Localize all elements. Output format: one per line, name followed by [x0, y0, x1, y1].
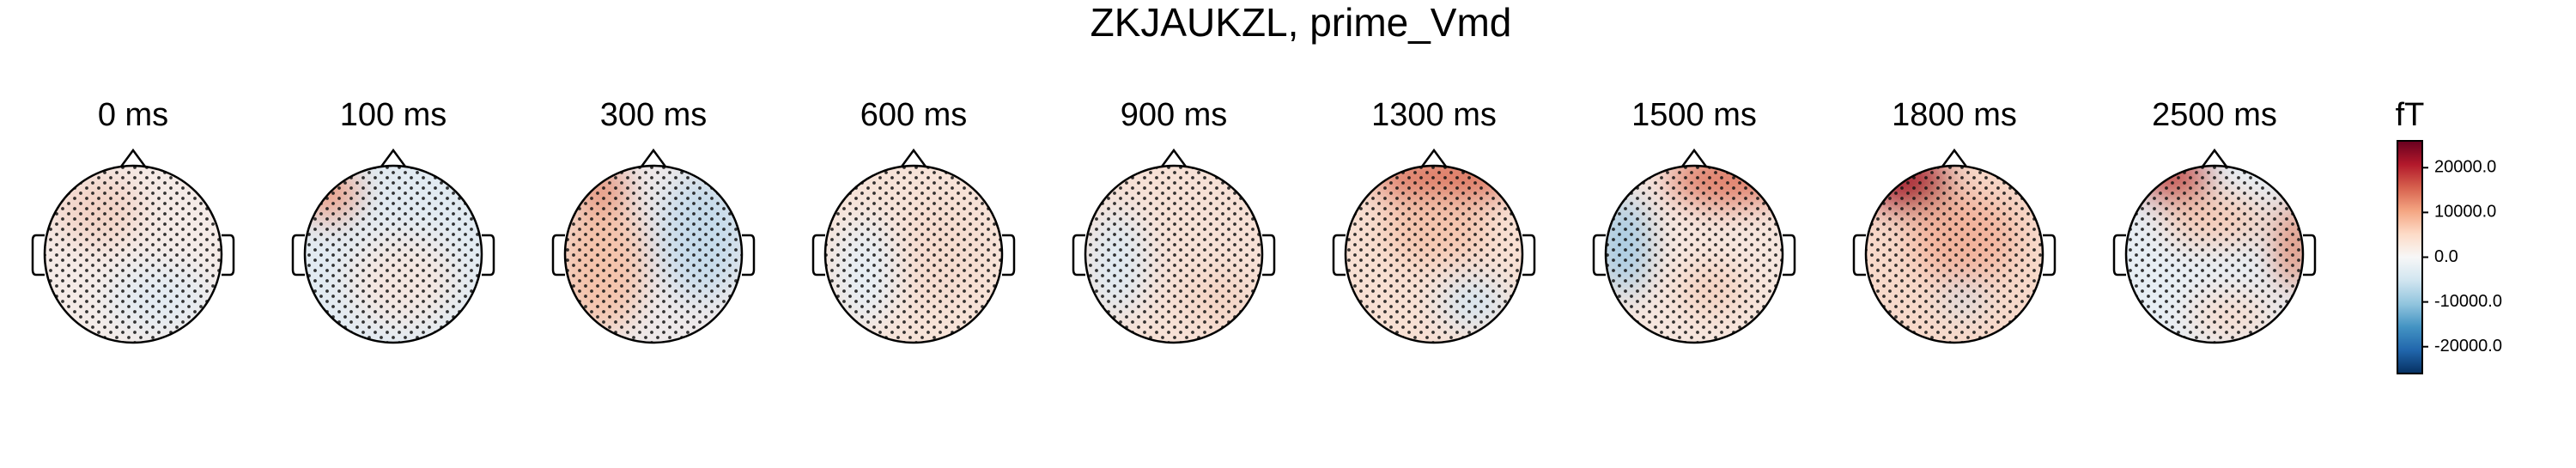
ear-right [222, 234, 235, 277]
nose [900, 148, 927, 167]
head [1084, 164, 1264, 344]
head [2124, 164, 2305, 344]
sensors [565, 166, 742, 343]
ear-left [1592, 234, 1606, 277]
head [1864, 164, 2044, 344]
nose [1941, 148, 1968, 167]
colorbar-tick-label: 0.0 [2434, 247, 2458, 266]
ear-right [1262, 234, 1276, 277]
ear-left [2112, 234, 2126, 277]
head [43, 164, 223, 344]
head [563, 164, 744, 344]
topomap [45, 166, 222, 343]
topomap [1085, 166, 1262, 343]
panel-title: 1500 ms [1631, 97, 1757, 133]
sensors [1085, 166, 1262, 343]
nose [640, 148, 667, 167]
topomap [565, 166, 742, 343]
ear-left [31, 234, 45, 277]
ear-right [1522, 234, 1536, 277]
sensors [1606, 166, 1783, 343]
colorbar-label: fT [2396, 97, 2425, 133]
colorbar-tick-label: -10000.0 [2434, 292, 2502, 311]
panel-title: 600 ms [860, 97, 968, 133]
ear-left [1852, 234, 1866, 277]
sensors [825, 166, 1002, 343]
ear-right [2043, 234, 2057, 277]
sensors [45, 166, 222, 343]
head [303, 164, 483, 344]
topomap [1346, 166, 1522, 343]
panel-title: 900 ms [1121, 97, 1228, 133]
topomap [1866, 166, 2043, 343]
nose [2201, 148, 2228, 167]
nose [380, 148, 407, 167]
ear-right [742, 234, 756, 277]
ear-left [811, 234, 825, 277]
topomap [1606, 166, 1783, 343]
colorbar [2397, 140, 2423, 374]
ear-right [1002, 234, 1016, 277]
colorbar-tick-label: 20000.0 [2434, 158, 2496, 177]
head [1344, 164, 1524, 344]
nose [119, 148, 147, 167]
figure-title: ZKJAUKZL, prime_Vmd [1091, 0, 1512, 45]
colorbar-tick-label: 10000.0 [2434, 203, 2496, 222]
ear-left [1072, 234, 1085, 277]
colorbar-tick-label: -20000.0 [2434, 337, 2502, 356]
ear-right [1783, 234, 1796, 277]
sensors [1866, 166, 2043, 343]
ear-left [1332, 234, 1346, 277]
topomap [825, 166, 1002, 343]
ear-right [482, 234, 495, 277]
panel-title: 100 ms [340, 97, 447, 133]
panel-title: 0 ms [98, 97, 168, 133]
nose [1680, 148, 1708, 167]
ear-right [2303, 234, 2317, 277]
panel-title: 300 ms [600, 97, 708, 133]
ear-left [551, 234, 565, 277]
panel-title: 2500 ms [2152, 97, 2277, 133]
head [1604, 164, 1784, 344]
nose [1420, 148, 1448, 167]
panel-title: 1300 ms [1371, 97, 1497, 133]
sensors [2126, 166, 2303, 343]
sensors [305, 166, 482, 343]
topomap [305, 166, 482, 343]
ear-left [291, 234, 305, 277]
nose [1160, 148, 1188, 167]
topomap [2126, 166, 2303, 343]
head [823, 164, 1004, 344]
panel-title: 1800 ms [1892, 97, 2017, 133]
sensors [1346, 166, 1522, 343]
